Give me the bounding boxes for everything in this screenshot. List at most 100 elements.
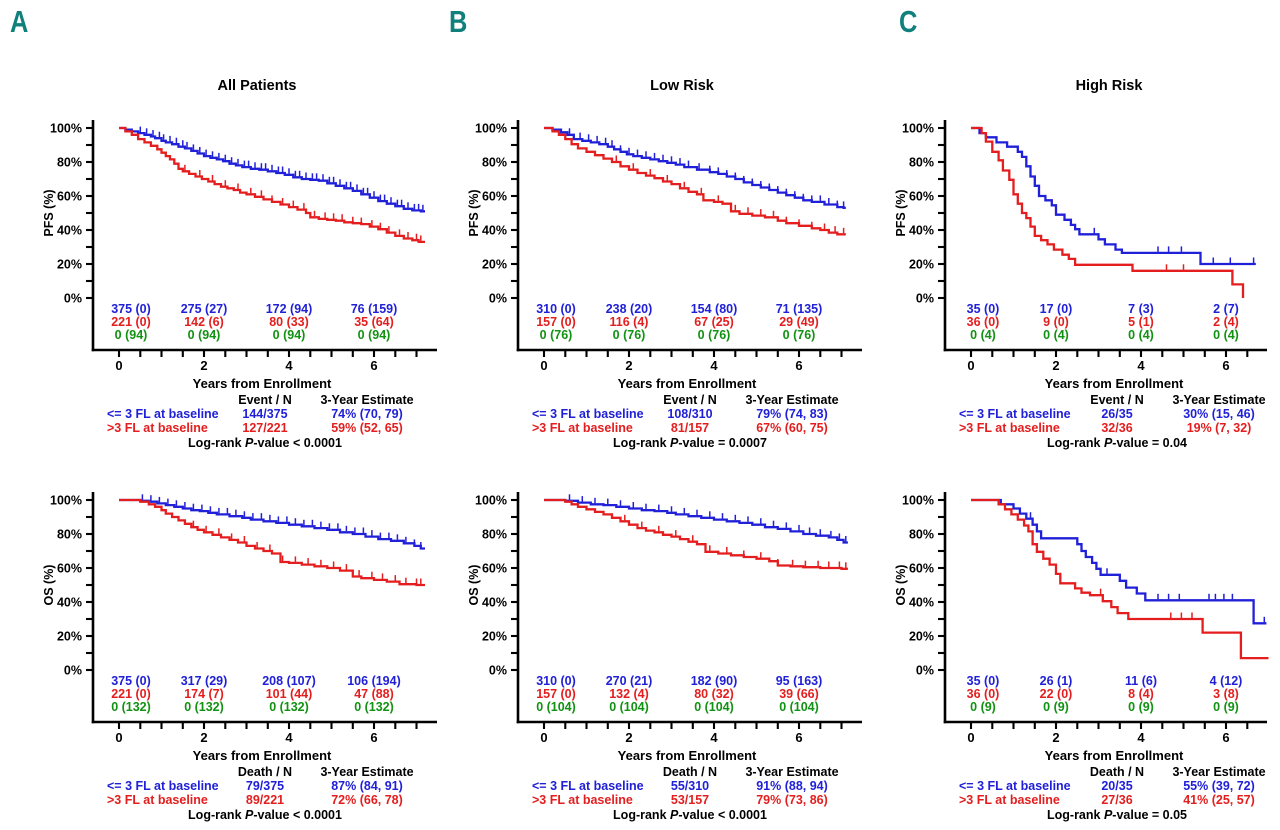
x-tick-label: 4 (285, 358, 293, 373)
y-tick-label: 80% (482, 156, 507, 170)
legend-series-label: <= 3 FL at baseline (532, 407, 644, 421)
legend-series-label: >3 FL at baseline (532, 421, 633, 435)
km-chart-os-highrisk: 0% 20% 40% 60% 80% 100% 0 2 4 6 OS (%) Years from E… (894, 492, 1269, 763)
at-risk-value-red: 5 (1) (1128, 315, 1154, 329)
at-risk-value-red: 39 (66) (779, 687, 819, 701)
y-tick-label: 0% (489, 292, 507, 306)
y-tick-label: 100% (50, 122, 82, 136)
km-panel-pfs-all: All Patients 0% 20% 40% 60% 80% 100% 0 2 4 6 PFS (%… (15, 70, 439, 458)
legend-os-lowrisk: Death / N 3-Year Estimate <= 3 FL at basel… (440, 764, 864, 828)
km-curve-blue (971, 126, 1256, 266)
legend-series-estimate: 19% (7, 32) (1186, 421, 1252, 435)
legend-os-highrisk: Death / N 3-Year Estimate <= 3 FL at basel… (867, 764, 1280, 828)
legend-pfs-lowrisk: Event / N 3-Year Estimate <= 3 FL at basel… (440, 392, 864, 456)
at-risk-value-blue: 182 (90) (691, 674, 738, 688)
at-risk-value-red: 35 (64) (354, 315, 394, 329)
x-axis-title: Years from Enrollment (1045, 748, 1184, 763)
y-tick-label: 20% (57, 630, 82, 644)
at-risk-value-red: 3 (8) (1213, 687, 1239, 701)
at-risk-value-blue: 375 (0) (111, 674, 151, 688)
pvalue-post: -value < 0.0001 (253, 808, 342, 822)
x-tick-label: 2 (1052, 358, 1059, 373)
x-tick-label: 0 (115, 358, 122, 373)
at-risk-value-red: 174 (7) (184, 687, 224, 701)
pvalue-pre: Log-rank (1047, 808, 1104, 822)
at-risk-value-blue: 95 (163) (776, 674, 823, 688)
legend-value-header: Death / N (1089, 765, 1145, 779)
x-tick-label: 2 (200, 358, 207, 373)
x-tick-label: 6 (370, 358, 377, 373)
x-tick-label: 6 (370, 730, 377, 745)
logrank-pvalue: Log-rank P-value = 0.0007 (613, 437, 767, 450)
at-risk-value-red: 142 (6) (184, 315, 224, 329)
at-risk-value-green: 0 (94) (188, 328, 221, 342)
at-risk-value-red: 36 (0) (967, 687, 1000, 701)
logrank-pvalue: Log-rank P-value = 0.05 (1047, 809, 1187, 822)
legend-series-value: 32/36 (1101, 421, 1133, 435)
x-tick-label: 0 (967, 730, 974, 745)
at-risk-value-red: 36 (0) (967, 315, 1000, 329)
panel-letter-B: B (449, 4, 468, 39)
legend-value-header: Event / N (1090, 393, 1144, 407)
legend-series-label: <= 3 FL at baseline (959, 779, 1071, 793)
pvalue-pre: Log-rank (613, 436, 670, 450)
x-axis-title: Years from Enrollment (618, 748, 757, 763)
pvalue-post: -value = 0.05 (1112, 808, 1187, 822)
y-tick-label: 0% (489, 664, 507, 678)
x-tick-label: 4 (710, 730, 718, 745)
y-tick-label: 60% (482, 190, 507, 204)
km-chart-pfs-all: All Patients 0% 20% 40% 60% 80% 100% 0 2 4 6 PFS (%… (42, 78, 437, 391)
at-risk-value-red: 29 (49) (779, 315, 819, 329)
at-risk-value-blue: 76 (159) (351, 302, 398, 316)
at-risk-value-green: 0 (104) (536, 700, 576, 714)
legend-series-value: 108/310 (667, 407, 713, 421)
y-tick-label: 0% (916, 292, 934, 306)
logrank-pvalue: Log-rank P-value = 0.04 (1047, 437, 1187, 450)
legend-series-label: >3 FL at baseline (107, 793, 208, 807)
y-tick-label: 0% (916, 664, 934, 678)
x-tick-label: 0 (115, 730, 122, 745)
y-tick-label: 40% (57, 596, 82, 610)
x-tick-label: 4 (710, 358, 718, 373)
pvalue-italic-p: P (245, 436, 254, 450)
pvalue-italic-p: P (1103, 436, 1113, 450)
y-tick-label: 80% (909, 156, 934, 170)
pvalue-italic-p: P (1103, 808, 1113, 822)
y-axis-title: PFS (%) (894, 189, 908, 236)
y-tick-label: 60% (57, 562, 82, 576)
pvalue-italic-p: P (245, 808, 254, 822)
at-risk-value-green: 0 (9) (1213, 700, 1239, 714)
at-risk-value-green: 0 (4) (1043, 328, 1069, 342)
at-risk-value-blue: 154 (80) (691, 302, 738, 316)
pvalue-pre: Log-rank (188, 436, 245, 450)
panel-title: Low Risk (650, 78, 715, 94)
y-tick-label: 60% (909, 562, 934, 576)
at-risk-value-green: 0 (94) (115, 328, 148, 342)
at-risk-value-blue: 7 (3) (1128, 302, 1154, 316)
km-curve-red (119, 498, 425, 587)
at-risk-value-red: 116 (4) (610, 315, 649, 329)
x-tick-label: 6 (1222, 358, 1229, 373)
at-risk-value-red: 101 (44) (266, 687, 313, 701)
x-tick-label: 4 (285, 730, 293, 745)
x-axis-title: Years from Enrollment (193, 376, 332, 391)
at-risk-value-green: 0 (94) (273, 328, 306, 342)
km-panel-os-highrisk: 0% 20% 40% 60% 80% 100% 0 2 4 6 OS (%) Years from E… (867, 442, 1280, 830)
legend-series-label: >3 FL at baseline (959, 793, 1060, 807)
at-risk-value-red: 80 (32) (694, 687, 734, 701)
km-curve-blue (971, 498, 1267, 625)
pvalue-post: -value < 0.0001 (678, 808, 767, 822)
legend-series-estimate: 87% (84, 91) (331, 779, 403, 793)
at-risk-value-blue: 2 (7) (1213, 302, 1239, 316)
at-risk-value-blue: 275 (27) (181, 302, 228, 316)
y-axis-title: PFS (%) (467, 189, 481, 236)
legend-estimate-header: 3-Year Estimate (320, 393, 414, 407)
at-risk-value-green: 0 (9) (1043, 700, 1069, 714)
pvalue-pre: Log-rank (613, 808, 670, 822)
legend-estimate-header: 3-Year Estimate (1172, 765, 1266, 779)
km-curve-blue (544, 498, 848, 544)
at-risk-value-blue: 26 (1) (1040, 674, 1073, 688)
x-axis-title: Years from Enrollment (618, 376, 757, 391)
legend-estimate-header: 3-Year Estimate (745, 765, 839, 779)
